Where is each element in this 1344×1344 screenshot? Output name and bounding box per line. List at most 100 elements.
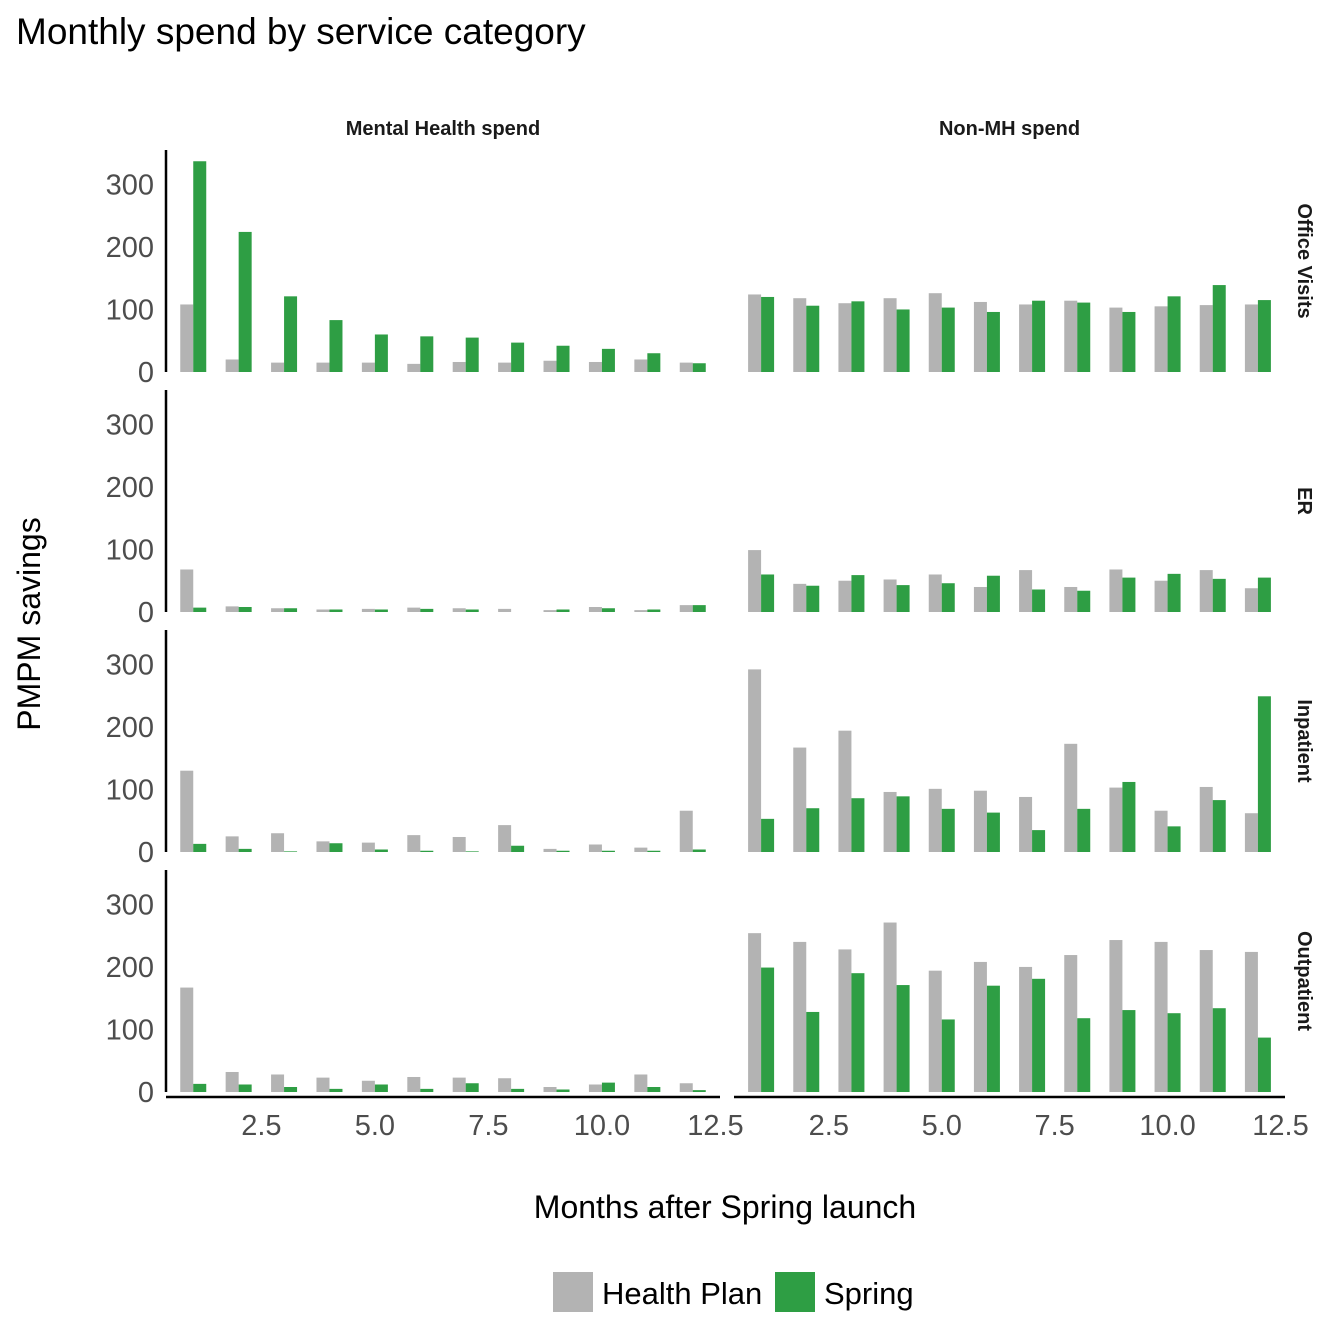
bar-health-plan bbox=[883, 922, 897, 1092]
bar-health-plan bbox=[928, 293, 942, 372]
bar-spring bbox=[556, 609, 570, 612]
bar-health-plan bbox=[452, 836, 466, 852]
bar-spring bbox=[1122, 781, 1136, 852]
x-tick-label: 12.5 bbox=[687, 1110, 743, 1142]
panel bbox=[180, 161, 706, 372]
bar-spring bbox=[941, 808, 955, 852]
bar-spring bbox=[284, 608, 298, 612]
bar-health-plan bbox=[271, 1074, 285, 1092]
bar-spring bbox=[806, 305, 820, 372]
legend-label: Spring bbox=[824, 1276, 914, 1311]
row-strips: Office Visits ER Inpatient Outpatient bbox=[1293, 203, 1315, 1031]
bar-health-plan bbox=[498, 825, 512, 852]
x-tick-label: 12.5 bbox=[1252, 1110, 1308, 1142]
bar-spring bbox=[986, 575, 1000, 612]
bar-health-plan bbox=[748, 294, 762, 372]
bar-spring bbox=[692, 605, 706, 612]
bar-health-plan bbox=[1109, 569, 1123, 612]
bar-health-plan bbox=[1244, 588, 1258, 612]
bar-spring bbox=[465, 609, 479, 612]
bar-health-plan bbox=[361, 608, 375, 612]
bar-spring bbox=[465, 337, 479, 372]
legend-swatch bbox=[553, 1272, 593, 1312]
bar-spring bbox=[986, 812, 1000, 852]
bar-spring bbox=[692, 1090, 706, 1092]
bar-health-plan bbox=[1064, 743, 1078, 852]
bar-spring bbox=[1032, 300, 1046, 372]
bar-spring bbox=[1212, 1008, 1226, 1092]
bar-spring bbox=[1257, 1037, 1271, 1092]
bar-spring bbox=[601, 608, 615, 612]
y-tick-label: 200 bbox=[106, 952, 154, 984]
y-tick-label: 300 bbox=[106, 169, 154, 201]
bar-spring bbox=[556, 345, 570, 372]
bar-spring bbox=[761, 574, 775, 612]
x-axes: 2.5 5.0 7.5 10.0 12.5 2.5 5.0 7.5 10.0 12.5 bbox=[166, 1095, 1309, 1142]
bar-spring bbox=[601, 850, 615, 852]
panel bbox=[748, 550, 1271, 612]
bar-health-plan bbox=[1064, 955, 1078, 1092]
bar-health-plan bbox=[793, 583, 807, 612]
bar-spring bbox=[806, 1011, 820, 1092]
row-strip-label: Inpatient bbox=[1293, 699, 1315, 783]
bar-health-plan bbox=[838, 580, 852, 612]
bar-health-plan bbox=[271, 362, 285, 372]
y-tick-label: 300 bbox=[106, 409, 154, 441]
y-tick-label: 200 bbox=[106, 232, 154, 264]
bar-spring bbox=[238, 1084, 252, 1092]
bar-health-plan bbox=[1109, 940, 1123, 1092]
bar-spring bbox=[1077, 1018, 1091, 1092]
x-tick-label: 2.5 bbox=[241, 1110, 281, 1142]
column-strips: Mental Health spend Non-MH spend bbox=[346, 118, 1080, 140]
bar-spring bbox=[896, 985, 910, 1092]
bar-spring bbox=[851, 798, 865, 852]
bar-health-plan bbox=[793, 298, 807, 372]
bar-health-plan bbox=[180, 569, 194, 612]
bar-spring bbox=[329, 609, 343, 612]
y-tick-label: 100 bbox=[106, 774, 154, 806]
column-strip-label: Non-MH spend bbox=[939, 118, 1080, 140]
bar-health-plan bbox=[225, 836, 239, 852]
bar-spring bbox=[1167, 1013, 1181, 1092]
bar-health-plan bbox=[793, 747, 807, 852]
bar-health-plan bbox=[1154, 810, 1168, 852]
bar-spring bbox=[284, 296, 298, 372]
bar-health-plan bbox=[1154, 941, 1168, 1092]
y-tick-label: 0 bbox=[138, 357, 154, 389]
bar-health-plan bbox=[679, 362, 693, 372]
bar-health-plan bbox=[1019, 966, 1033, 1092]
bar-health-plan bbox=[838, 303, 852, 372]
bar-spring bbox=[851, 973, 865, 1092]
bar-spring bbox=[1077, 590, 1091, 612]
bar-spring bbox=[284, 851, 298, 852]
bar-spring bbox=[986, 311, 1000, 372]
bar-spring bbox=[1167, 573, 1181, 612]
bar-spring bbox=[986, 985, 1000, 1092]
bar-health-plan bbox=[361, 362, 375, 372]
bar-health-plan bbox=[543, 848, 557, 852]
bar-health-plan bbox=[973, 301, 987, 372]
bar-spring bbox=[193, 161, 207, 372]
bar-health-plan bbox=[1154, 306, 1168, 372]
bar-spring bbox=[193, 1083, 207, 1092]
legend-label: Health Plan bbox=[602, 1276, 762, 1311]
bar-spring bbox=[329, 1088, 343, 1092]
bar-spring bbox=[941, 307, 955, 372]
bar-health-plan bbox=[679, 810, 693, 852]
bar-health-plan bbox=[748, 550, 762, 612]
bar-health-plan bbox=[1109, 307, 1123, 372]
bar-spring bbox=[238, 231, 252, 372]
bar-spring bbox=[1167, 296, 1181, 372]
bar-spring bbox=[238, 606, 252, 612]
bar-spring bbox=[193, 607, 207, 612]
bar-spring bbox=[761, 818, 775, 852]
bar-spring bbox=[420, 336, 434, 372]
bar-health-plan bbox=[1064, 300, 1078, 372]
bar-health-plan bbox=[452, 361, 466, 372]
bar-spring bbox=[647, 1086, 661, 1092]
bar-spring bbox=[601, 348, 615, 372]
bar-health-plan bbox=[316, 841, 330, 852]
y-tick-label: 300 bbox=[106, 889, 154, 921]
y-axes: 0 100 200 300 0 100 200 300 0 100 200 300 0 100 200 300 bbox=[106, 150, 168, 1109]
